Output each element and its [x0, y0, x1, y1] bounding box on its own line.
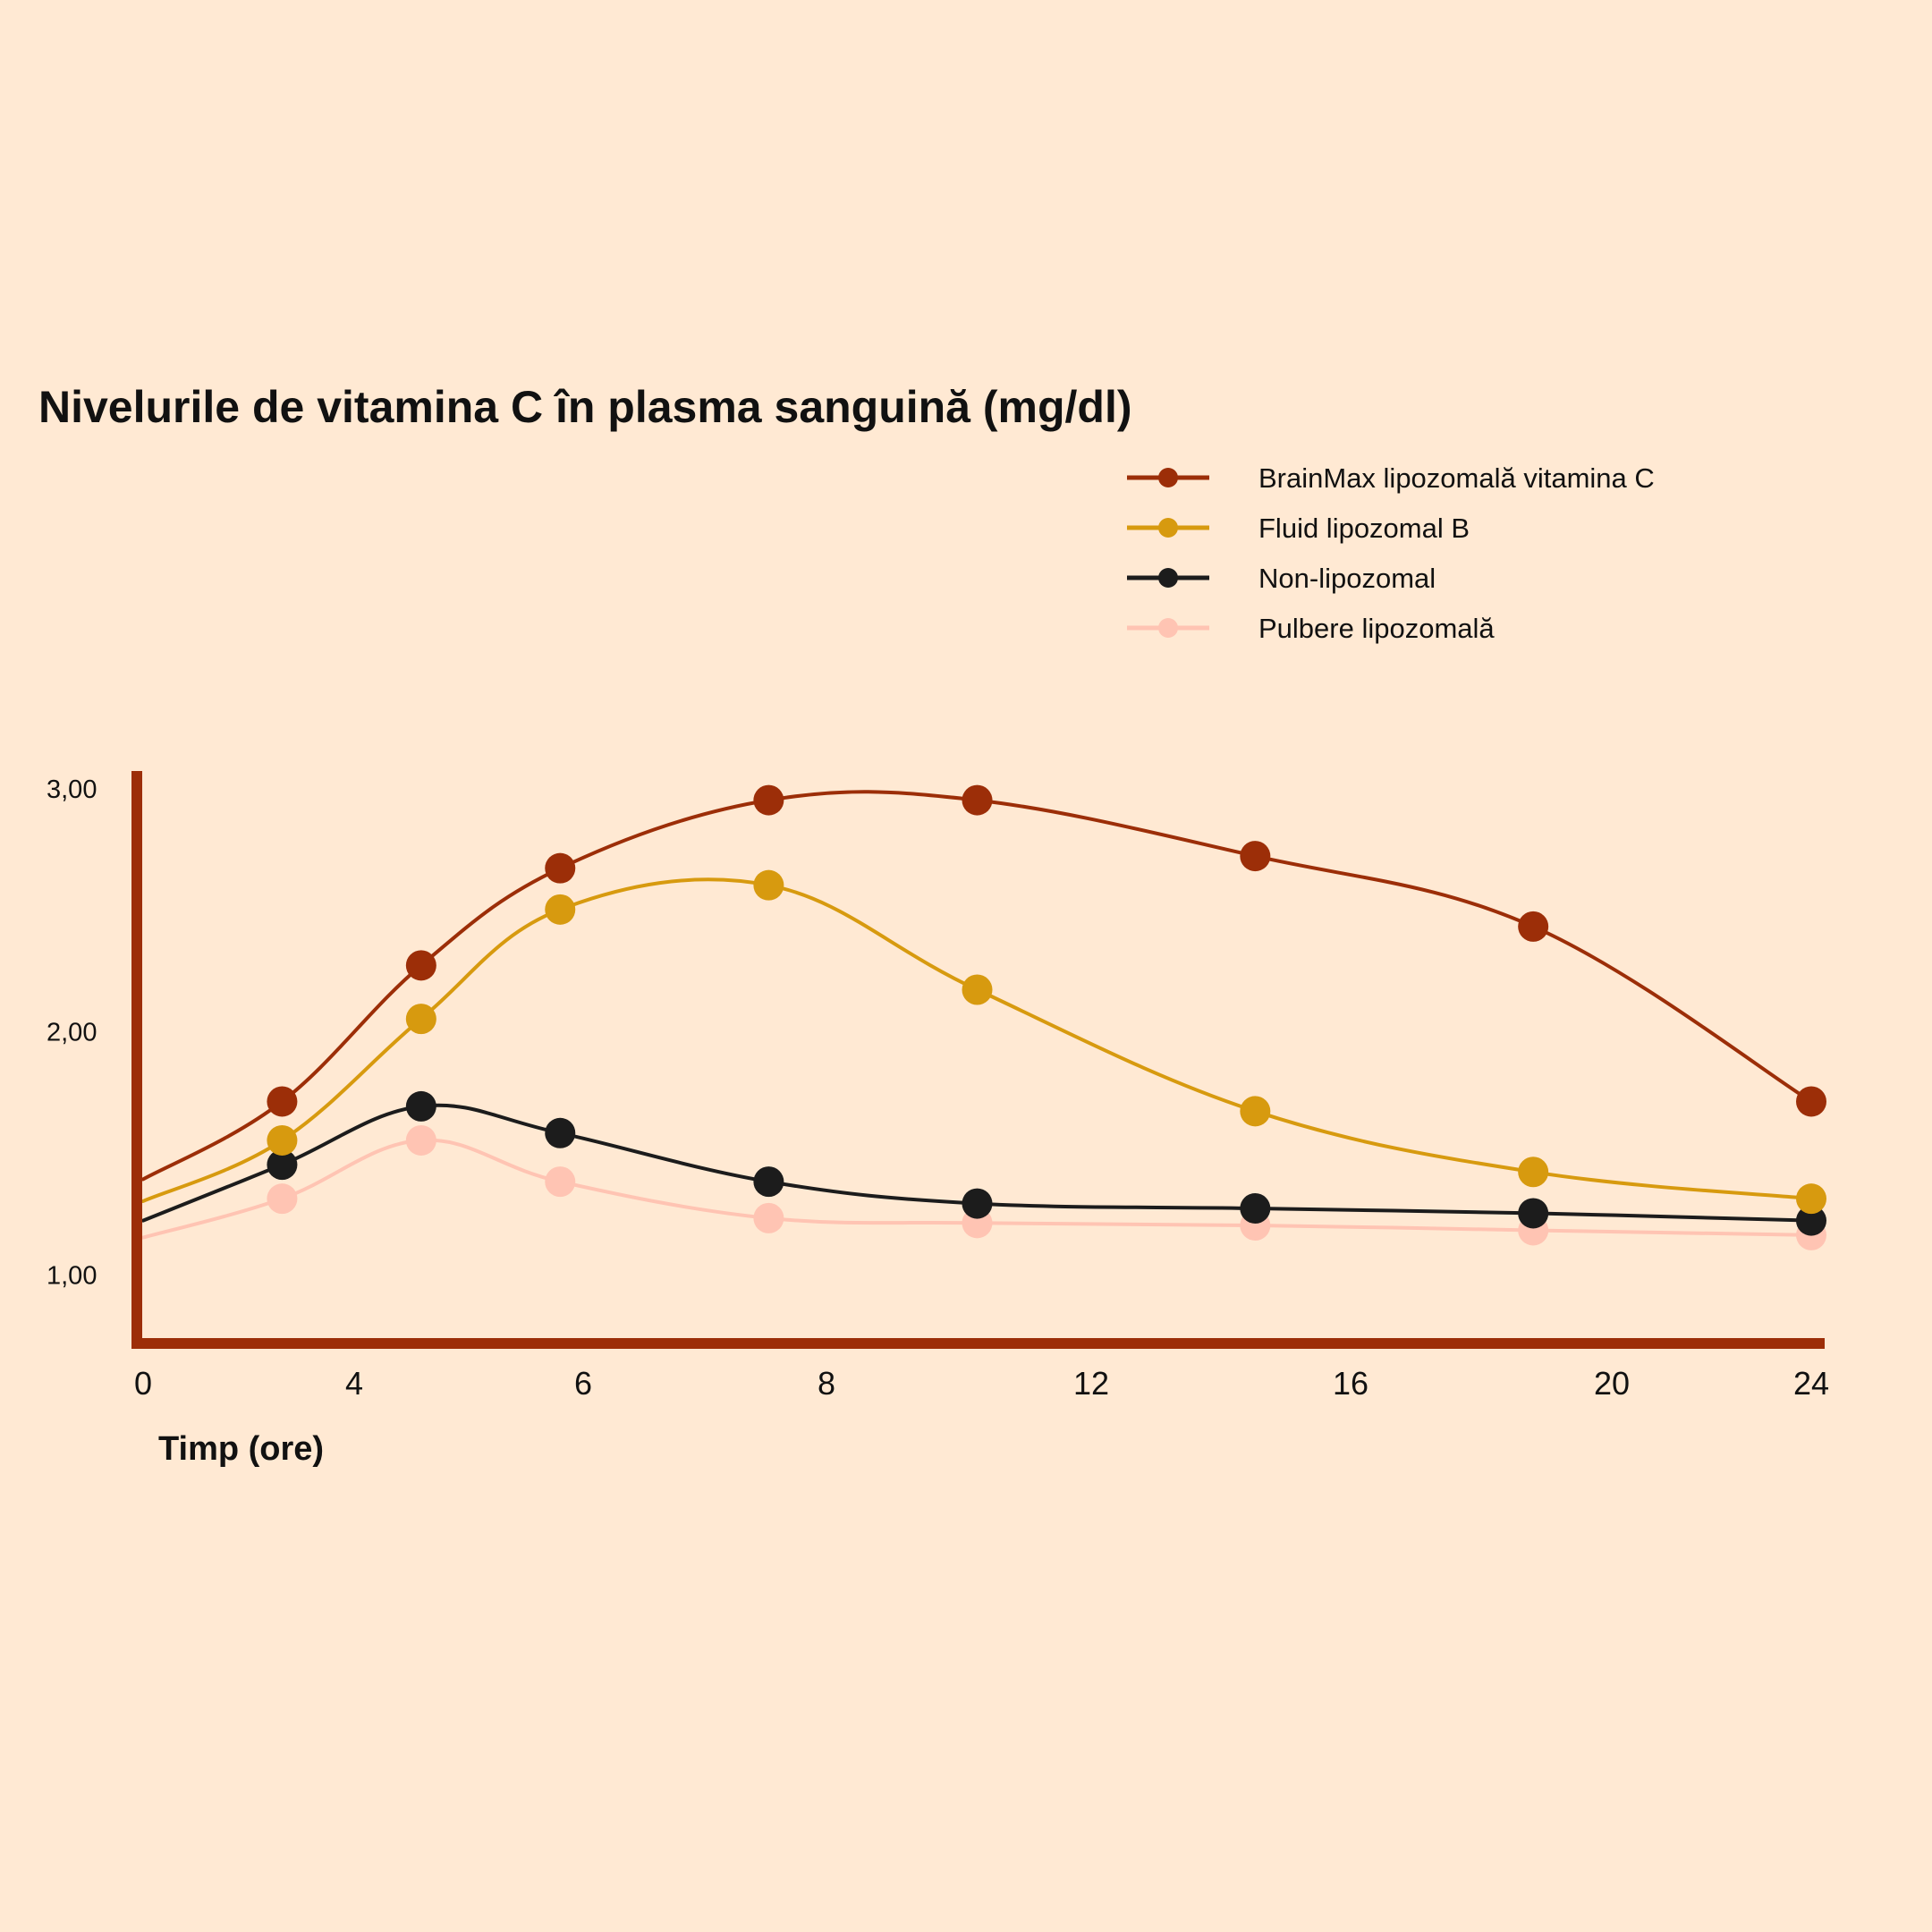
legend-item: Non-lipozomal: [1127, 563, 1436, 594]
data-point: [545, 1117, 576, 1148]
data-point: [1518, 1198, 1549, 1229]
data-point: [1796, 1086, 1826, 1117]
legend-marker: [1158, 518, 1178, 538]
legend-marker: [1158, 468, 1178, 487]
series-line-3: [141, 1103, 1813, 1223]
data-point: [1796, 1205, 1826, 1236]
data-point: [753, 784, 784, 816]
data-point: [1518, 911, 1549, 942]
series-line-1: [141, 790, 1813, 1182]
data-point: [1518, 1157, 1549, 1188]
data-point: [267, 1086, 298, 1117]
legend-item: BrainMax lipozomală vitamina C: [1127, 462, 1655, 494]
data-point: [267, 1149, 298, 1181]
series-line-2: [141, 877, 1813, 1203]
legend-label: Non-lipozomal: [1258, 563, 1436, 594]
y-tick-label: 1,00: [47, 1261, 97, 1290]
y-tick-label: 3,00: [47, 775, 97, 804]
x-axis-title: Timp (ore): [158, 1430, 324, 1468]
x-tick-label: 16: [1333, 1365, 1368, 1402]
data-point: [962, 1188, 993, 1219]
x-tick-label: 24: [1793, 1365, 1829, 1402]
y-axis-ticks: 3,00 2,00 1,00: [47, 775, 97, 1290]
legend-marker: [1158, 568, 1178, 588]
legend-item: Fluid lipozomal B: [1127, 513, 1470, 544]
x-tick-label: 0: [134, 1365, 152, 1402]
data-point: [267, 1183, 298, 1215]
data-point: [405, 1124, 436, 1156]
data-point: [753, 869, 784, 901]
data-point: [405, 1090, 436, 1122]
data-point: [1240, 841, 1271, 872]
x-axis-ticks: 0 4 6 8 12 16 20 24: [134, 1365, 1829, 1402]
x-tick-label: 4: [345, 1365, 363, 1402]
data-point: [1240, 1096, 1271, 1127]
data-point: [962, 784, 993, 816]
x-tick-label: 8: [818, 1365, 835, 1402]
series-line-4: [141, 1138, 1813, 1240]
series-points: [267, 784, 1826, 1250]
data-point: [1796, 1183, 1826, 1215]
x-tick-label: 6: [574, 1365, 592, 1402]
data-point: [405, 950, 436, 981]
chart-legend: BrainMax lipozomală vitamina C Fluid lipo…: [1127, 462, 1655, 644]
y-tick-label: 2,00: [47, 1019, 97, 1047]
x-tick-label: 12: [1073, 1365, 1109, 1402]
data-point: [753, 1166, 784, 1198]
legend-label: BrainMax lipozomală vitamina C: [1258, 462, 1655, 494]
legend-item: Pulbere lipozomală: [1127, 613, 1495, 644]
data-point: [753, 1202, 784, 1233]
legend-label: Pulbere lipozomală: [1258, 613, 1495, 644]
x-tick-label: 20: [1594, 1365, 1630, 1402]
chart-title: Nivelurile de vitamina C în plasma sangu…: [38, 382, 1132, 432]
data-point: [545, 1166, 576, 1198]
data-point: [405, 1004, 436, 1035]
data-point: [267, 1124, 298, 1156]
series-lines: [141, 790, 1813, 1240]
legend-marker: [1158, 618, 1178, 638]
data-point: [545, 852, 576, 884]
data-point: [962, 974, 993, 1005]
data-point: [1240, 1193, 1271, 1224]
data-point: [545, 894, 576, 925]
legend-label: Fluid lipozomal B: [1258, 513, 1470, 544]
